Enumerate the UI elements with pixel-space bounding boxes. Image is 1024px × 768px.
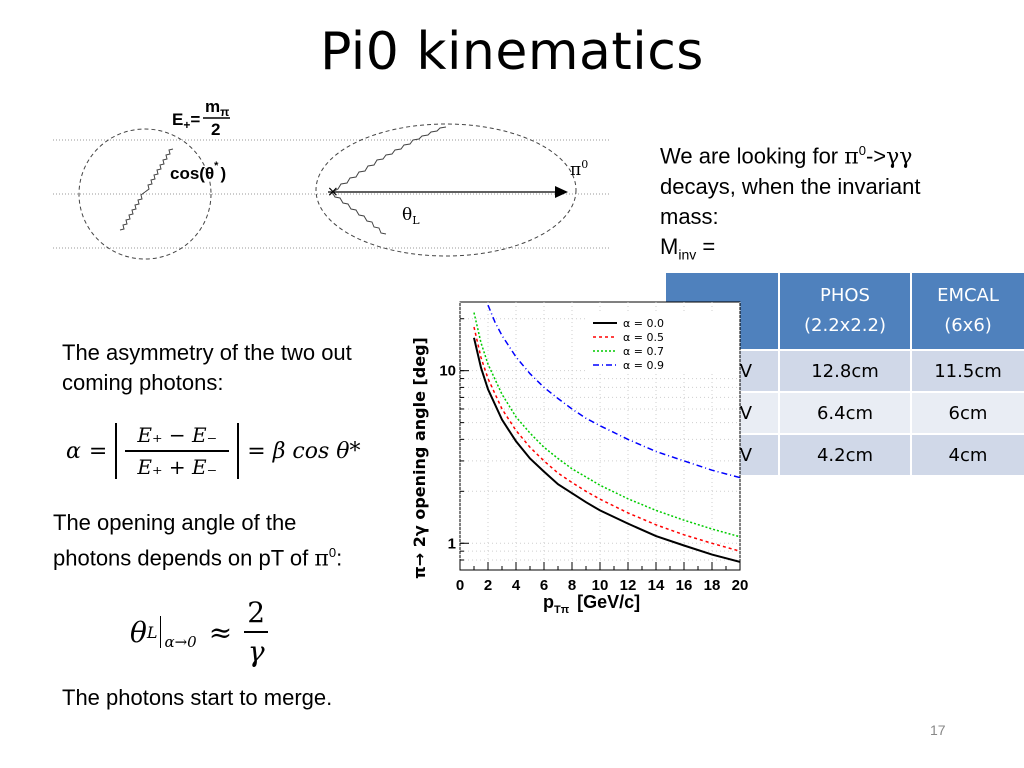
x-tick-label: 2 — [484, 577, 492, 594]
asymmetry-line-2: coming photons: — [62, 370, 224, 395]
page-number: 17 — [930, 722, 946, 738]
beta-cos-theta: = β cos θ* — [247, 438, 361, 464]
minv-line: Minv = — [660, 234, 716, 263]
opening-angle-text: The opening angle of the photons depends… — [53, 508, 408, 574]
cell-phos: 4.2cm — [778, 433, 912, 477]
intro-line-3: mass: — [660, 204, 719, 230]
abs-value: E₊ − E₋ E₊ + E₋ — [115, 423, 240, 479]
cell-emcal: 11.5cm — [910, 349, 1024, 393]
photon-wave-rest-up — [144, 148, 174, 193]
intro-text: We are looking for π0->γγ decays, when t… — [660, 136, 990, 270]
y-axis-label: π→ 2γ opening angle [deg] — [410, 337, 429, 579]
table-header-row: pT PHOS(2.2x2.2) EMCAL(6x6) — [664, 271, 1024, 351]
x-tick-label: 18 — [704, 577, 721, 594]
opening-line-2: photons depends on pT of π0: — [53, 545, 343, 572]
cell-phos: 12.8cm — [778, 349, 912, 393]
x-axis-label: pTπ [GeV/c] — [543, 592, 640, 616]
evaluation-bar — [160, 616, 162, 648]
header-phos: PHOS (2.2x2.2) — [778, 271, 912, 351]
fraction-numerator: E₊ − E₋ — [137, 423, 218, 448]
series-line — [473, 312, 740, 538]
theta-symbol: θ — [130, 615, 147, 649]
opening-line-1: The opening angle of the — [53, 510, 297, 535]
kinematics-diagram: × E+= mπ 2 cos(θ*) π0 θL — [53, 97, 610, 260]
legend-label: α = 0.5 — [623, 331, 664, 344]
fraction-denominator: E₊ + E₋ — [137, 454, 218, 479]
lab-frame-ellipse — [315, 123, 577, 257]
legend-label: α = 0.9 — [623, 359, 664, 372]
asymmetry-formula: α = E₊ − E₋ E₊ + E₋ = β cos θ* — [66, 418, 361, 484]
series-line — [487, 304, 740, 479]
legend-label: α = 0.7 — [623, 345, 664, 358]
equals-sign: = — [88, 438, 108, 464]
page-title: Pi0 kinematics — [320, 22, 704, 82]
vertex-mark-icon: × — [327, 184, 339, 200]
y-tick-label: 1 — [448, 535, 456, 552]
alpha-symbol: α — [66, 438, 81, 464]
theta-subscript: L — [146, 622, 158, 642]
theta-l-label: θL — [402, 205, 420, 227]
m-pi-label: mπ — [205, 97, 229, 119]
series-line — [473, 337, 740, 563]
cell-phos: 6.4cm — [778, 391, 912, 435]
limit-label: α→0 — [164, 633, 197, 651]
x-tick-label: 0 — [456, 577, 464, 594]
cos-theta-label: cos(θ*) — [170, 160, 226, 183]
series-line — [473, 326, 740, 552]
x-tick-label: 16 — [676, 577, 693, 594]
intro-line-1: We are looking for π0->γγ — [660, 143, 913, 170]
x-tick-label: 4 — [512, 577, 521, 594]
y-tick-label: 10 — [439, 363, 456, 380]
approx-sign: ≈ — [208, 615, 233, 649]
arrow-head-icon — [555, 186, 568, 198]
photon-wave-lab-up — [331, 126, 447, 193]
header-emcal: EMCAL (6x6) — [910, 271, 1024, 351]
plot-ticks: 0 2 4 6 8 10 12 14 16 18 20 1 10 — [439, 318, 749, 594]
fraction-numerator: 2 — [247, 596, 266, 630]
cell-emcal: 6cm — [910, 391, 1024, 435]
x-tick-label: 14 — [648, 577, 665, 594]
fraction-denominator: γ — [247, 634, 265, 668]
eplus-label: E+= — [172, 110, 200, 132]
asymmetry-text: The asymmetry of the two out coming phot… — [62, 338, 407, 398]
plot-series — [473, 304, 740, 563]
x-tick-label: 6 — [540, 577, 548, 594]
intro-line-2: decays, when the invariant — [660, 174, 921, 200]
rest-frame-circle — [78, 128, 212, 260]
pi0-label: π0 — [570, 158, 588, 180]
x-tick-label: 20 — [732, 577, 749, 594]
merge-text: The photons start to merge. — [62, 685, 333, 710]
x-tick-label: 12 — [620, 577, 637, 594]
fraction-bar — [244, 631, 269, 633]
photon-wave-rest-down — [119, 191, 146, 231]
fraction-bar — [125, 450, 230, 452]
denominator-two: 2 — [211, 120, 220, 139]
cell-emcal: 4cm — [910, 433, 1024, 477]
asymmetry-line-1: The asymmetry of the two out — [62, 340, 352, 365]
plot-legend: α = 0.0α = 0.5α = 0.7α = 0.9 — [587, 314, 737, 374]
two-over-gamma: 2 γ — [244, 596, 269, 668]
x-tick-label: 8 — [568, 577, 576, 594]
photon-wave-lab-down — [331, 191, 387, 235]
x-tick-label: 10 — [592, 577, 609, 594]
legend-label: α = 0.0 — [623, 317, 664, 330]
